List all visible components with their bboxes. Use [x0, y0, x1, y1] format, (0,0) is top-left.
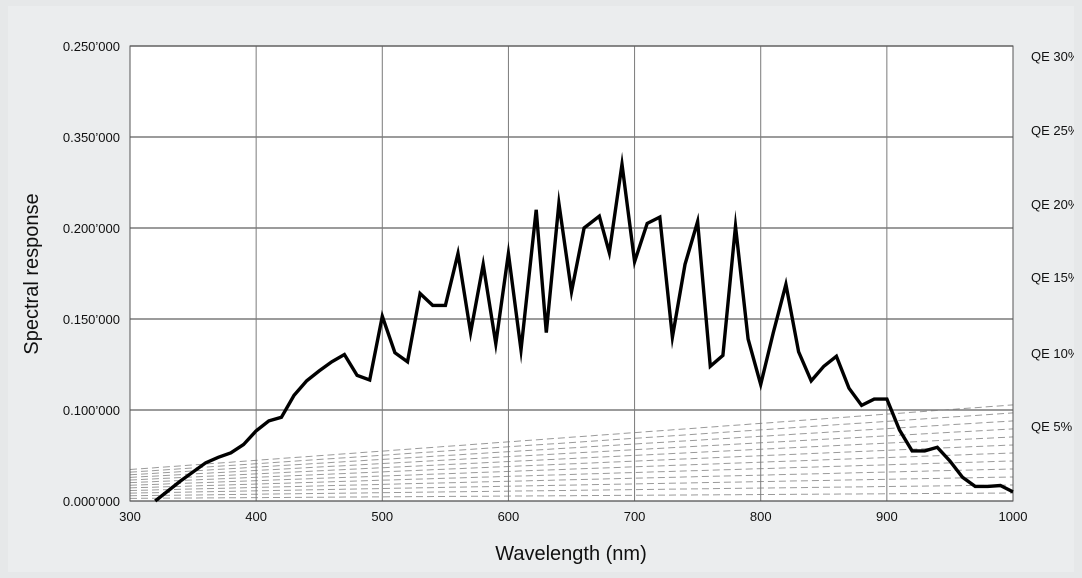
y-tick-labels: 0.000’000 0.100’000 0.150’000 0.200’000 0.35… [63, 39, 120, 509]
x-axis-title: Wavelength (nm) [495, 543, 647, 565]
qe-labels: QE 5% QE 10% QE 15% QE 20% QE 25% QE 30% [1031, 49, 1074, 434]
qe-line [129, 436, 1014, 481]
y-tick-label: 0.000’000 [63, 494, 120, 509]
qe-label: QE 30% [1031, 49, 1074, 64]
qe-line [129, 444, 1014, 484]
chart-frame: 0.000’000 0.100’000 0.150’000 0.200’000 0.35… [8, 6, 1074, 572]
y-axis-title: Spectral response [21, 193, 43, 354]
qe-label: QE 10% [1031, 346, 1074, 361]
x-tick-label: 400 [245, 509, 267, 524]
qe-line [129, 420, 1014, 476]
qe-line [129, 428, 1014, 478]
x-tick-labels: 300 400 500 600 700 800 900 1000 [119, 509, 1027, 524]
qe-line [129, 468, 1014, 492]
x-tick-label: 500 [371, 509, 393, 524]
qe-label: QE 20% [1031, 197, 1074, 212]
qe-line [129, 460, 1014, 489]
x-tick-label: 900 [876, 509, 898, 524]
y-tick-label: 0.350’000 [63, 130, 120, 145]
plot-border [129, 45, 1014, 502]
qe-line [129, 476, 1014, 494]
qe-line [129, 412, 1014, 473]
qe-label: QE 5% [1031, 419, 1073, 434]
qe-reference-lines [129, 404, 1014, 499]
spectral-response-line [154, 151, 1014, 503]
y-tick-label: 0.200’000 [63, 221, 120, 236]
x-tick-label: 1000 [999, 509, 1028, 524]
plot-area [130, 46, 1013, 501]
qe-line [129, 492, 1014, 499]
qe-line [129, 452, 1014, 486]
x-tick-label: 600 [498, 509, 520, 524]
series-layer [154, 151, 1014, 503]
y-tick-label: 0.100’000 [63, 403, 120, 418]
qe-line [129, 404, 1014, 471]
grid-lines [129, 45, 1014, 502]
y-tick-label: 0.150’000 [63, 312, 120, 327]
spectral-response-chart: 0.000’000 0.100’000 0.150’000 0.200’000 0.35… [21, 39, 1074, 565]
x-tick-label: 800 [750, 509, 772, 524]
x-tick-label: 700 [624, 509, 646, 524]
qe-label: QE 25% [1031, 123, 1074, 138]
x-tick-label: 300 [119, 509, 141, 524]
y-tick-label: 0.250’000 [63, 39, 120, 54]
qe-label: QE 15% [1031, 270, 1074, 285]
qe-line [129, 484, 1014, 497]
